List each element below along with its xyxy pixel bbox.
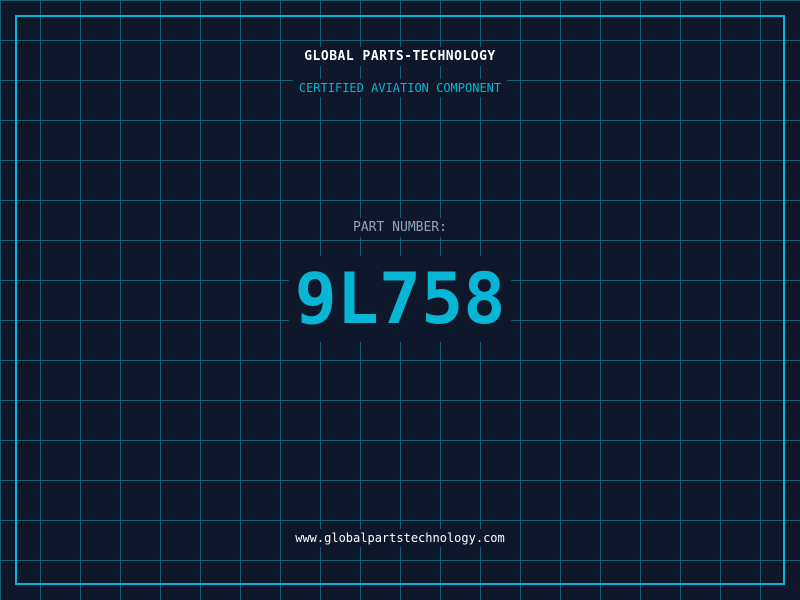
border-frame — [15, 15, 785, 585]
part-number: 9L758 — [0, 256, 800, 342]
part-number-label: PART NUMBER: — [0, 218, 800, 237]
website-link[interactable]: www.globalpartstechnology.com — [0, 529, 800, 547]
subtitle: CERTIFIED AVIATION COMPONENT — [0, 79, 800, 97]
brand-title: GLOBAL PARTS-TECHNOLOGY — [0, 47, 800, 66]
